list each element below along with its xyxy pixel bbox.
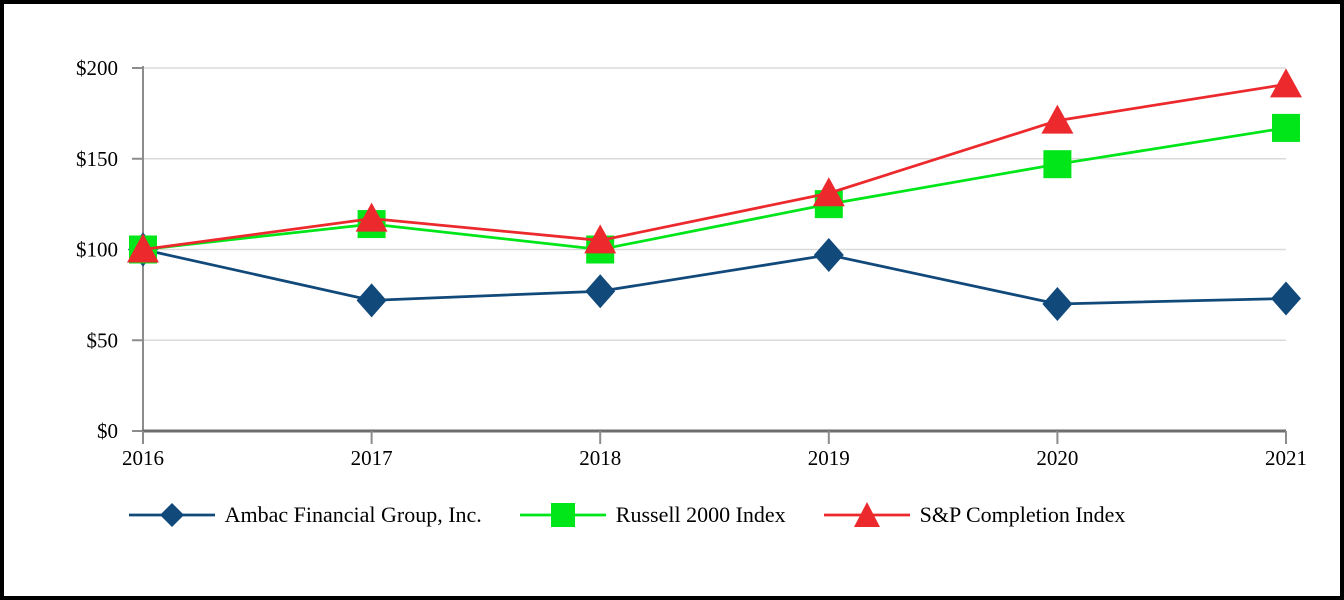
y-tick-label: $0 bbox=[97, 419, 118, 443]
series-line bbox=[142, 82, 1287, 251]
triangle-marker-icon bbox=[355, 202, 388, 232]
triangle-marker-icon bbox=[1270, 68, 1302, 98]
square-marker-icon bbox=[1043, 150, 1072, 179]
diamond-marker-icon bbox=[813, 237, 844, 272]
triangle-marker-icon bbox=[812, 177, 845, 207]
y-tick-label: $100 bbox=[76, 238, 118, 262]
legend-label-russell-2000: Russell 2000 Index bbox=[615, 502, 786, 527]
diamond-marker-icon bbox=[128, 503, 215, 527]
x-tick-label: 2018 bbox=[579, 446, 621, 470]
triangle-marker-icon bbox=[823, 502, 910, 527]
triangle-marker-icon bbox=[127, 233, 159, 263]
legend-item-ambac: Ambac Financial Group, Inc. bbox=[128, 498, 482, 532]
x-tick-label: 2021 bbox=[1265, 446, 1307, 470]
diamond-marker-icon bbox=[585, 274, 616, 309]
square-marker-icon bbox=[519, 503, 606, 527]
square-marker-icon bbox=[1272, 113, 1300, 142]
y-tick-label: $150 bbox=[76, 147, 118, 171]
x-tick-label: 2020 bbox=[1036, 446, 1078, 470]
legend-item-sp-completion: S&P Completion Index bbox=[823, 498, 1126, 532]
x-tick-label: 2019 bbox=[808, 446, 850, 470]
x-tick-label: 2016 bbox=[122, 446, 164, 470]
chart-legend: Ambac Financial Group, Inc. Russell 2000… bbox=[4, 498, 1340, 532]
legend-item-russell-2000: Russell 2000 Index bbox=[519, 498, 786, 532]
series-line bbox=[142, 126, 1287, 251]
triangle-marker-icon bbox=[584, 224, 617, 254]
diamond-marker-icon bbox=[356, 283, 387, 318]
x-tick-label: 2017 bbox=[351, 446, 393, 470]
legend-label-sp-completion: S&P Completion Index bbox=[919, 502, 1126, 527]
series-line bbox=[142, 248, 1287, 306]
y-tick-label: $50 bbox=[87, 328, 119, 352]
legend-label-ambac: Ambac Financial Group, Inc. bbox=[224, 502, 482, 527]
diamond-marker-icon bbox=[1271, 281, 1301, 316]
triangle-marker-icon bbox=[1041, 104, 1074, 134]
diamond-marker-icon bbox=[1042, 286, 1073, 321]
total-return-line-chart: $0 $50 $100 $150 $200 2016 2017 2018 2019 2020 202… bbox=[76, 56, 1307, 470]
y-tick-label: $200 bbox=[76, 56, 118, 80]
